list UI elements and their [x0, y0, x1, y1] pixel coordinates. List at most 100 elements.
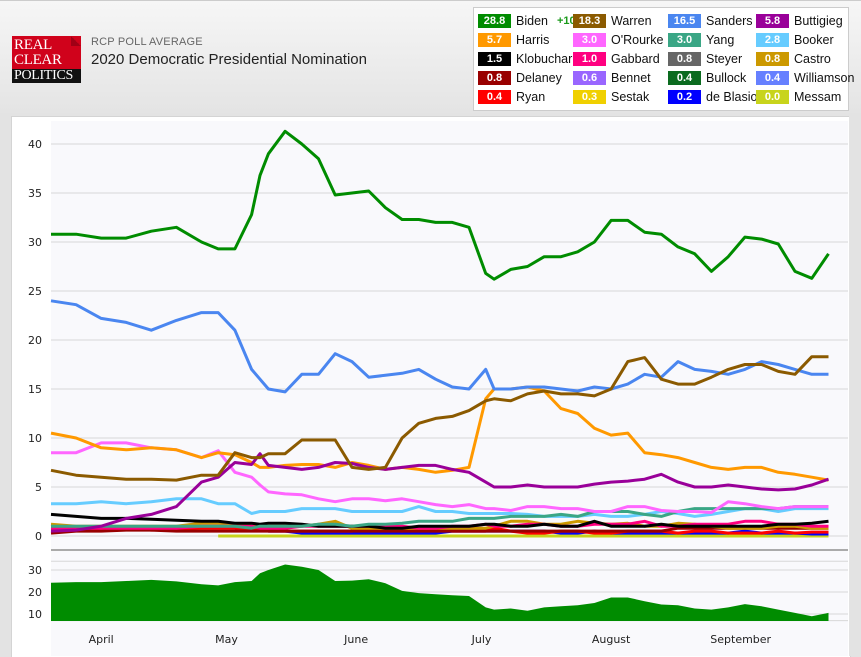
legend-value-badge: 3.0 [668, 33, 701, 47]
logo-line-2: CLEAR [14, 52, 62, 68]
y-tick-label: 20 [28, 334, 42, 347]
legend-value-badge: 5.8 [756, 14, 789, 28]
legend-item-bullock[interactable]: 0.4 Bullock [668, 70, 746, 86]
y-tick-label: 40 [28, 138, 42, 151]
legend-item-delaney[interactable]: 0.8 Delaney [478, 70, 562, 86]
legend-candidate-name: Steyer [706, 52, 743, 66]
lead-y-tick-label: 20 [28, 586, 42, 599]
series-line-yang [51, 505, 829, 530]
legend-candidate-name: Sanders [706, 14, 753, 28]
legend-item-orourke[interactable]: 3.0 O'Rourke [573, 32, 663, 48]
y-tick-label: 0 [35, 530, 42, 543]
legend-value-badge: 2.8 [756, 33, 789, 47]
x-tick-label-september: September [710, 633, 771, 646]
legend-candidate-name: Messam [794, 90, 842, 104]
header: REAL CLEAR POLITICS RCP POLL AVERAGE 202… [0, 0, 861, 113]
series-line-warren [50, 355, 829, 482]
series-line-klobuchar [50, 512, 829, 530]
legend-item-ryan[interactable]: 0.4 Ryan [478, 89, 545, 105]
series-line-orourke [51, 441, 829, 514]
chart-subtitle: RCP POLL AVERAGE [91, 36, 203, 48]
lead-y-tick-label: 30 [28, 564, 42, 577]
x-tick-label-april: April [89, 633, 114, 646]
legend-value-badge: 5.7 [478, 33, 511, 47]
legend-candidate-name: Castro [794, 52, 831, 66]
legend: 28.8 Biden +10.5 18.3 Warren 16.5 Sanders 5.8 Bu… [473, 7, 854, 111]
lead-y-tick-label: 10 [28, 608, 42, 621]
series-line-biden [51, 129, 830, 281]
legend-item-messam[interactable]: 0.0 Messam [756, 89, 841, 105]
legend-value-badge: 0.4 [668, 71, 701, 85]
x-tick-label-july: July [471, 633, 492, 646]
logo-red-block [12, 36, 81, 69]
legend-value-badge: 0.2 [668, 90, 701, 104]
legend-value-badge: 0.4 [478, 90, 511, 104]
legend-value-badge: 0.0 [756, 90, 789, 104]
x-tick-label-june: June [343, 633, 368, 646]
legend-candidate-name: Yang [706, 33, 735, 47]
y-tick-label: 10 [28, 432, 42, 445]
legend-candidate-name: Booker [794, 33, 834, 47]
legend-item-buttigieg[interactable]: 5.8 Buttigieg [756, 13, 843, 29]
legend-value-badge: 3.0 [573, 33, 606, 47]
lead-area [51, 564, 829, 621]
legend-item-klobuchar[interactable]: 1.5 Klobuchar [478, 51, 572, 67]
legend-candidate-name: O'Rourke [611, 33, 664, 47]
legend-value-badge: 1.0 [573, 52, 606, 66]
legend-value-badge: 0.8 [756, 52, 789, 66]
series-line-booker [51, 497, 829, 518]
legend-candidate-name: Warren [611, 14, 652, 28]
legend-candidate-name: Harris [516, 33, 550, 47]
y-tick-label: 25 [28, 285, 42, 298]
y-tick-label: 5 [35, 481, 42, 494]
legend-candidate-name: Delaney [516, 71, 562, 85]
legend-candidate-name: Sestak [611, 90, 650, 104]
legend-item-williamson[interactable]: 0.4 Williamson [756, 70, 854, 86]
legend-item-warren[interactable]: 18.3 Warren [573, 13, 652, 29]
legend-item-bennet[interactable]: 0.6 Bennet [573, 70, 651, 86]
legend-item-steyer[interactable]: 0.8 Steyer [668, 51, 742, 67]
series-line-delaney [50, 526, 829, 535]
y-tick-label: 15 [28, 383, 42, 396]
legend-candidate-name: Bennet [611, 71, 651, 85]
legend-value-badge: 0.8 [478, 71, 511, 85]
x-tick-label-may: May [215, 633, 238, 646]
logo-line-3: POLITICS [14, 68, 74, 83]
legend-value-badge: 0.4 [756, 71, 789, 85]
legend-item-sanders[interactable]: 16.5 Sanders [668, 13, 753, 29]
legend-item-biden[interactable]: 28.8 Biden +10.5 [478, 13, 585, 29]
series-line-harris [50, 385, 829, 482]
series-line-sanders [50, 299, 829, 394]
legend-value-badge: 0.6 [573, 71, 606, 85]
legend-candidate-name: Biden [516, 14, 548, 28]
scrollbar-track[interactable] [849, 116, 861, 656]
legend-item-harris[interactable]: 5.7 Harris [478, 32, 549, 48]
legend-value-badge: 16.5 [668, 14, 701, 28]
y-tick-label: 35 [28, 187, 42, 200]
legend-item-sestak[interactable]: 0.3 Sestak [573, 89, 649, 105]
legend-value-badge: 0.3 [573, 90, 606, 104]
y-tick-label: 30 [28, 236, 42, 249]
legend-item-booker[interactable]: 2.8 Booker [756, 32, 834, 48]
logo-black-block [12, 69, 81, 83]
legend-item-gabbard[interactable]: 1.0 Gabbard [573, 51, 660, 67]
rcp-logo[interactable]: REAL CLEAR POLITICS [12, 36, 81, 83]
series-line-buttigieg [50, 452, 829, 533]
legend-value-badge: 1.5 [478, 52, 511, 66]
legend-value-badge: 18.3 [573, 14, 606, 28]
legend-candidate-name: Buttigieg [794, 14, 843, 28]
x-tick-label-august: August [592, 633, 631, 646]
legend-candidate-name: Bullock [706, 71, 747, 85]
legend-item-yang[interactable]: 3.0 Yang [668, 32, 734, 48]
legend-candidate-name: Klobuchar [516, 52, 573, 66]
logo-fold [71, 36, 81, 46]
legend-candidate-name: Ryan [516, 90, 546, 104]
legend-value-badge: 0.8 [668, 52, 701, 66]
legend-item-castro[interactable]: 0.8 Castro [756, 51, 831, 67]
legend-candidate-name: Williamson [794, 71, 855, 85]
chart-title: 2020 Democratic Presidential Nomination [91, 51, 367, 68]
logo-line-1: REAL [14, 37, 52, 53]
legend-value-badge: 28.8 [478, 14, 511, 28]
legend-item-deblasio[interactable]: 0.2 de Blasio [668, 89, 757, 105]
